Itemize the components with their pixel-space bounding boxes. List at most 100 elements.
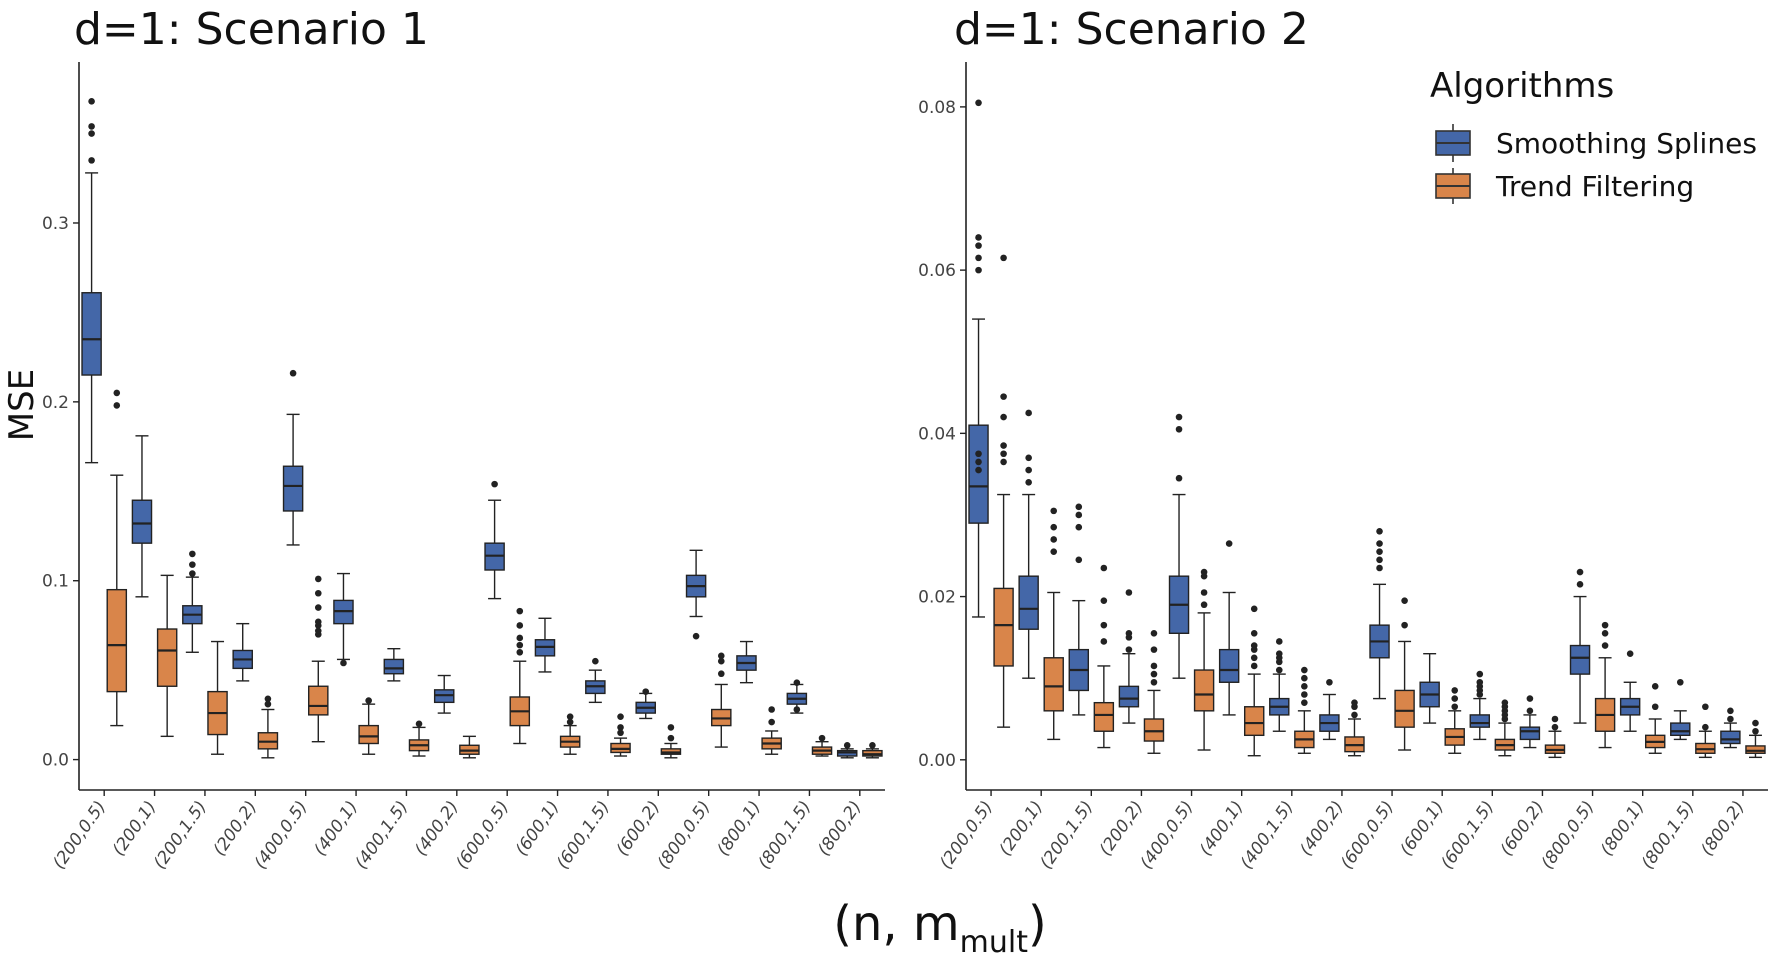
box-smoothing-splines-400-1-5 [383,647,405,682]
box-trend-filtering-800-1-5 [1695,703,1716,759]
box-smoothing-splines-600-2 [635,688,656,720]
legend-item-smoothing-splines: Smoothing Splines [1435,124,1757,162]
outlier-point [1150,670,1158,678]
outlier-point [1000,458,1007,466]
x-tick-label-200-1: (200,1) [109,797,161,859]
x-tick-label-400-2: (400,2) [1296,797,1348,859]
y-tick-label: 0.0 [42,751,69,771]
y-tick-label: 0.06 [918,261,956,281]
outlier-point [1601,630,1609,637]
outlier-point [566,718,574,726]
outlier-point [1175,474,1183,482]
outlier-point [1175,413,1183,421]
box-smoothing-splines-600-1 [1419,653,1440,724]
outlier-point [1702,703,1709,711]
box-smoothing-splines-800-2 [1720,707,1741,749]
box-trend-filtering-200-1-5 [207,640,228,755]
x-tick-label-800-2: (800,2) [1697,797,1749,859]
outlier-point [975,99,982,107]
outlier-point [491,480,498,488]
box-trend-filtering-400-1-5 [408,720,430,757]
y-tick-label: 0.02 [918,588,956,608]
outlier-point [1727,715,1734,723]
outlier-point [1100,621,1108,629]
outlier-point [1376,527,1383,535]
box-smoothing-splines-600-2 [1519,695,1541,749]
x-tick-label-200-0-5: (200,0.5) [936,797,997,872]
outlier-point [1200,601,1208,609]
box-trend-filtering-400-0-5 [308,575,329,743]
box-iqr [1745,745,1766,754]
outlier-point [1125,646,1133,653]
outlier-point [314,604,322,611]
outlier-point [1752,719,1759,727]
box-iqr [308,685,329,716]
box-trend-filtering-600-0-5 [509,607,531,745]
outlier-point [818,734,826,742]
box-iqr [1394,689,1415,728]
x-axis-label: (n, mmult) [833,896,1047,958]
box-smoothing-splines-400-0-5 [282,369,304,546]
y-tick-label: 0.00 [918,751,956,771]
outlier-point [1301,683,1308,690]
box-trend-filtering-200-0-5 [106,389,128,727]
outlier-point [1752,727,1759,735]
box-smoothing-splines-800-0-5 [685,549,707,640]
box-smoothing-splines-800-1 [1619,650,1641,732]
box-iqr [1043,657,1064,712]
outlier-point [1451,703,1459,711]
outlier-point [617,729,624,737]
box-smoothing-splines-800-1-5 [1670,678,1691,741]
box-trend-filtering-200-1 [1043,507,1064,741]
box-trend-filtering-800-0-5 [1594,621,1616,749]
outlier-point [768,718,775,726]
outlier-point [667,724,675,731]
outlier-point [1526,707,1534,715]
box-trend-filtering-400-2 [459,735,480,759]
box-trend-filtering-400-0-5 [1193,568,1215,751]
x-tick-label-200-1: (200,1) [995,797,1047,859]
outlier-point [1000,442,1007,449]
outlier-point [1250,630,1258,637]
box-trend-filtering-600-2 [1544,715,1566,759]
outlier-point [365,697,372,704]
outlier-point [1351,699,1358,706]
outlier-point [1326,678,1333,686]
box-iqr [1143,718,1165,742]
box-smoothing-splines-200-2 [1118,589,1140,724]
x-tick-label-600-2: (600,2) [1497,797,1549,859]
box-iqr [968,424,989,524]
outlier-point [189,550,196,558]
outlier-point [1476,678,1484,686]
box-trend-filtering-400-1 [358,697,379,755]
box-trend-filtering-600-1-5 [610,713,631,757]
outlier-point [1275,666,1283,674]
outlier-point [516,607,524,615]
box-trend-filtering-200-2 [1143,630,1165,754]
box-trend-filtering-200-1 [156,574,178,738]
outlier-point [717,657,725,665]
box-trend-filtering-600-1 [559,713,581,755]
box-iqr [1469,714,1491,728]
box-iqr [156,628,178,687]
outlier-point [843,741,851,749]
outlier-point [1250,642,1258,649]
outlier-point [1551,715,1559,723]
outlier-point [717,670,725,678]
box-smoothing-splines-200-1 [131,435,153,598]
outlier-point [88,157,95,164]
outlier-point [1301,674,1308,682]
box-smoothing-splines-400-1 [1218,540,1240,716]
outlier-point [1025,454,1032,462]
outlier-point [1301,691,1308,698]
outlier-point [1000,450,1007,458]
box-smoothing-splines-600-1 [534,617,556,673]
outlier-point [1727,707,1734,715]
x-tick-label-400-1: (400,1) [310,797,362,859]
box-smoothing-splines-400-2 [433,674,455,714]
y-axis-label: MSE [2,369,42,441]
outlier-point [1075,511,1083,519]
outlier-point [1100,564,1108,572]
outlier-point [1250,605,1258,613]
